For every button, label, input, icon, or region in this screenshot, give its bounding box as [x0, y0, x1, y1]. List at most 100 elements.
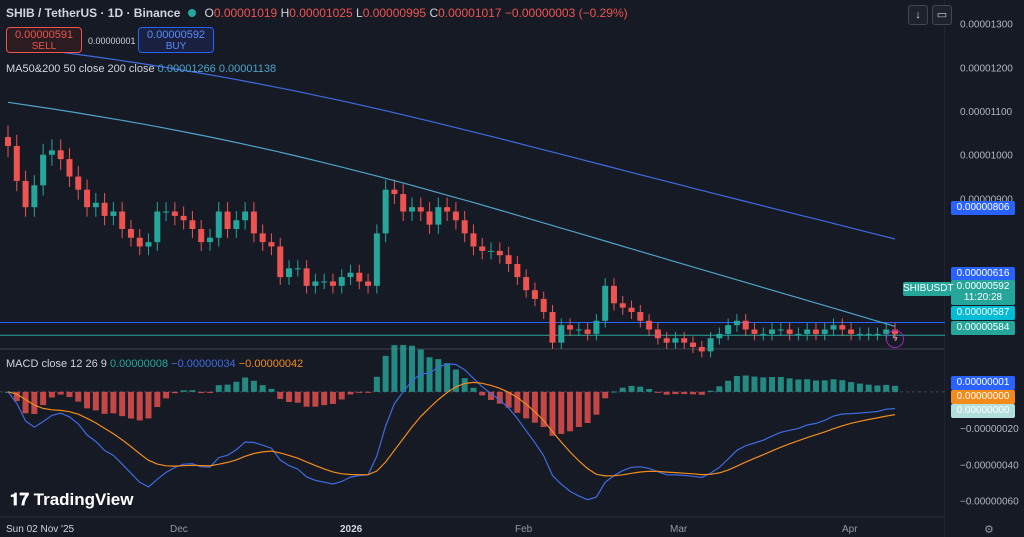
candle-body: [259, 233, 266, 243]
candle-body: [206, 237, 213, 243]
candle-body: [593, 320, 600, 334]
macd-hist-bar: [514, 391, 521, 413]
macd-hist-bar: [233, 381, 240, 392]
macd-hist-bar: [698, 391, 705, 395]
candle-body: [602, 285, 609, 321]
candle-body: [277, 246, 284, 278]
candle-body: [540, 298, 547, 313]
macd-hist-bar: [400, 344, 407, 392]
macd-hist-bar: [488, 391, 495, 400]
macd-hist-bar: [619, 387, 626, 392]
macd-hist-bar: [646, 389, 653, 392]
macd-hist-bar: [751, 376, 758, 392]
macd-hist-bar: [408, 345, 415, 392]
candle-body: [356, 272, 363, 282]
signal-line: [7, 381, 896, 477]
macd-hist-bar: [426, 357, 433, 392]
macd-hist-bar: [795, 379, 802, 392]
candle-body: [347, 272, 354, 278]
settings-button[interactable]: ⚙: [984, 523, 994, 536]
macd-pane: [0, 344, 945, 501]
macd-hist-bar: [154, 391, 161, 408]
macd-hist-bar: [277, 391, 284, 399]
price-tag: 11:20:28: [951, 291, 1015, 305]
candle-body: [321, 281, 328, 283]
candle-body: [479, 246, 486, 251]
macd-hist-bar: [417, 349, 424, 392]
macd-hist-bar: [637, 386, 644, 392]
macd-tick-label: −0.00000040: [960, 460, 1019, 471]
macd-hist-bar: [672, 391, 679, 395]
macd-hist-bar: [707, 390, 714, 392]
macd-hist-bar: [224, 384, 231, 392]
candle-body: [48, 150, 55, 155]
macd-hist-bar: [812, 380, 819, 392]
spread-value: 0.00000001: [88, 36, 136, 46]
candle-body: [575, 329, 582, 331]
candle-body: [452, 211, 459, 221]
candle-body: [742, 320, 749, 330]
candle-body: [233, 220, 240, 230]
candle-body: [716, 333, 723, 339]
macd-hist-bar: [92, 391, 99, 411]
candle-body: [408, 207, 415, 212]
ma-legend[interactable]: MA50&200 50 close 200 close 0.00001266 0…: [6, 63, 277, 75]
macd-hist-bar: [830, 379, 837, 392]
candle-body: [180, 215, 187, 221]
macd-tag: 0.00000001: [951, 376, 1015, 390]
candle-body: [584, 329, 591, 334]
candle-body: [40, 154, 47, 186]
time-tick-label: 2026: [340, 524, 363, 535]
macd-hist-bar: [804, 379, 811, 392]
price-tick-label: 0.00001200: [960, 63, 1013, 74]
candle-body: [329, 281, 336, 286]
candle-body: [224, 211, 231, 230]
candle-body: [672, 338, 679, 343]
macd-hist-bar: [250, 380, 257, 392]
macd-hist-bar: [786, 378, 793, 392]
macd-hist-bar: [31, 391, 38, 415]
candle-body: [145, 242, 152, 247]
candle-body: [435, 207, 442, 225]
macd-tick-label: −0.00000020: [960, 424, 1019, 435]
macd-hist-bar: [365, 391, 372, 393]
macd-tag: 0.00000000: [951, 404, 1015, 418]
macd-hist-bar: [856, 383, 863, 392]
download-button[interactable]: ↓: [908, 5, 928, 25]
alert-button[interactable]: ϟ: [886, 330, 904, 348]
macd-legend[interactable]: MACD close 12 26 9 0.00000008 −0.0000003…: [6, 358, 304, 370]
candle-body: [865, 333, 872, 335]
candle-body: [286, 268, 293, 278]
buy-button[interactable]: 0.00000592 BUY: [138, 27, 214, 53]
macd-hist-bar: [523, 391, 530, 419]
macd-hist-bar: [505, 391, 512, 408]
camera-icon: ▭: [936, 9, 948, 21]
macd-hist-bar: [110, 391, 117, 414]
price-tag: 0.00000592: [951, 280, 1015, 294]
sell-button[interactable]: 0.00000591 SELL: [6, 27, 82, 53]
macd-hist-bar: [101, 391, 108, 414]
candle-body: [303, 268, 310, 286]
candle-body: [760, 333, 767, 335]
macd-hist-bar: [338, 391, 345, 400]
price-tick-label: 0.00000900: [960, 194, 1013, 205]
candle-body: [5, 137, 11, 146]
candle-body: [110, 211, 117, 216]
macd-hist-bar: [567, 391, 574, 432]
macd-hist-bar: [461, 378, 468, 392]
snapshot-button[interactable]: ▭: [932, 5, 952, 25]
candle-body: [523, 277, 530, 291]
macd-hist-bar: [163, 391, 170, 399]
macd-hist-bar: [584, 391, 591, 423]
candle-body: [804, 329, 811, 334]
ohlc-readout: O0.00001019 H0.00001025 L0.00000995 C0.0…: [204, 6, 628, 20]
macd-hist-bar: [75, 391, 82, 402]
candle-body: [391, 189, 398, 195]
price-tick-label: 0.00001300: [960, 20, 1013, 31]
macd-hist-bar: [848, 382, 855, 392]
macd-hist-bar: [725, 380, 732, 392]
macd-hist-bar: [40, 391, 47, 406]
candle-body: [22, 180, 29, 208]
macd-hist-bar: [892, 385, 898, 392]
macd-hist-bar: [777, 376, 784, 392]
